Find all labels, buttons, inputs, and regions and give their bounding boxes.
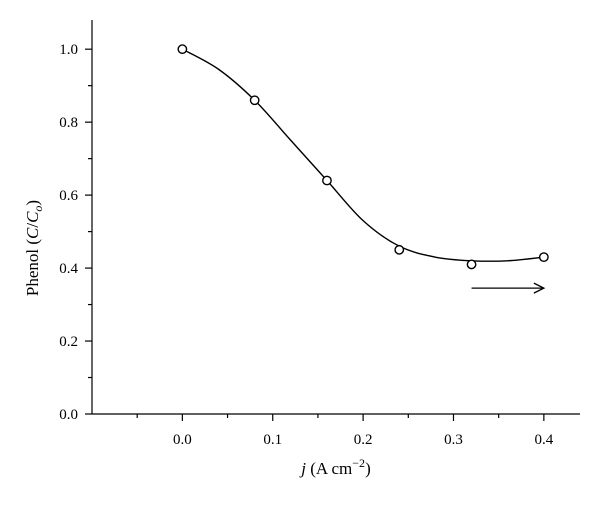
y-axis-label: Phenol (C/Co) xyxy=(23,200,45,296)
x-tick-label: 0.1 xyxy=(263,432,282,448)
y-tick-label: 0.4 xyxy=(59,261,78,277)
x-label-close: ) xyxy=(365,459,371,478)
y-tick-label: 0.2 xyxy=(59,334,78,350)
y-label-close: ) xyxy=(23,200,42,206)
x-tick-label: 0.2 xyxy=(354,432,373,448)
y-tick-label: 0.0 xyxy=(59,407,78,423)
y-label-c0: C xyxy=(23,211,42,223)
fit-curve-layer xyxy=(182,48,544,262)
arrow-head-icon xyxy=(533,282,546,294)
data-point xyxy=(538,252,549,263)
y-tick-label: 1.0 xyxy=(59,42,78,58)
x-tick-label: 0.3 xyxy=(444,432,463,448)
axis-labels: Phenol (C/Co) j (A cm−2) xyxy=(23,200,371,478)
x-label-superscript: −2 xyxy=(352,456,365,470)
x-tick-label: 0.4 xyxy=(534,432,553,448)
x-label-symbol: j xyxy=(299,459,306,478)
y-label-subscript: o xyxy=(31,206,45,212)
y-label-c: C xyxy=(23,227,42,239)
data-point xyxy=(322,175,332,186)
axes xyxy=(91,20,580,415)
data-point xyxy=(394,244,405,255)
y-label-slash: / xyxy=(23,223,42,228)
x-tick-label: 0.0 xyxy=(173,432,192,448)
y-label-prefix: Phenol ( xyxy=(23,239,42,296)
fit-curve xyxy=(182,48,544,262)
annotations xyxy=(471,282,546,294)
x-axis-label: j (A cm−2) xyxy=(299,456,370,478)
data-point xyxy=(249,95,260,106)
data-points xyxy=(177,44,549,270)
data-point xyxy=(466,259,477,270)
data-point xyxy=(177,44,188,55)
x-label-rest: (A cm xyxy=(306,459,352,478)
y-tick-label: 0.6 xyxy=(59,188,78,204)
y-tick-label: 0.8 xyxy=(59,115,78,131)
ticks: 0.0 0.1 0.2 0.3 0.4 0.0 0.2 0.4 0.6 0.8 1.0 xyxy=(59,42,553,448)
